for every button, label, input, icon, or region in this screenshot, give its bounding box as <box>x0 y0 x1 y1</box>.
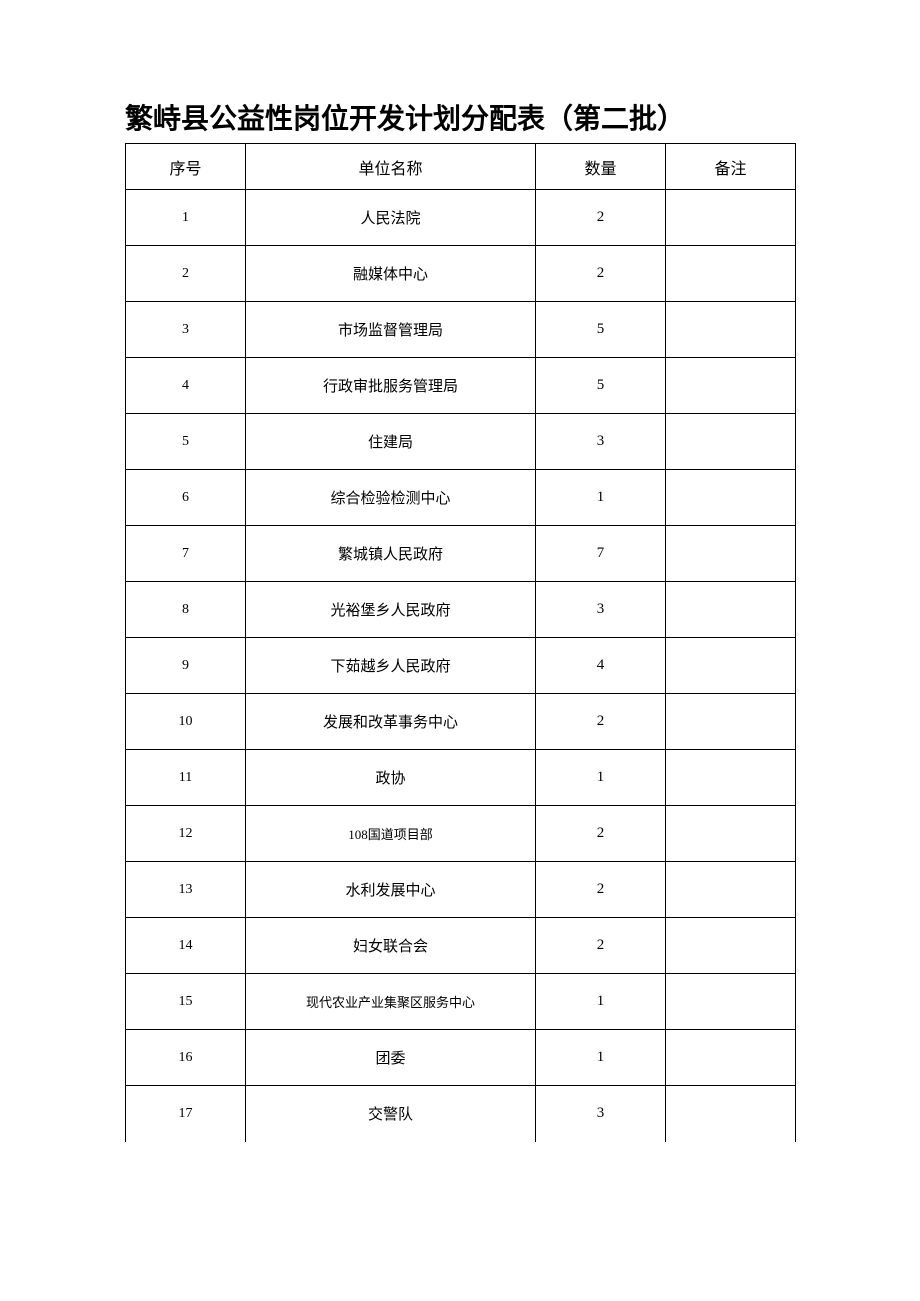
table-row: 8 光裕堡乡人民政府 3 <box>126 582 796 638</box>
cell-seq: 14 <box>126 918 246 974</box>
cell-qty: 5 <box>536 358 666 414</box>
cell-qty: 2 <box>536 862 666 918</box>
cell-seq: 10 <box>126 694 246 750</box>
cell-note <box>666 806 796 862</box>
cell-name: 光裕堡乡人民政府 <box>246 582 536 638</box>
cell-note <box>666 750 796 806</box>
table-row: 9 下茹越乡人民政府 4 <box>126 638 796 694</box>
cell-qty: 1 <box>536 750 666 806</box>
cell-seq: 13 <box>126 862 246 918</box>
cell-note <box>666 694 796 750</box>
cell-name: 发展和改革事务中心 <box>246 694 536 750</box>
table-row: 2 融媒体中心 2 <box>126 246 796 302</box>
cell-name: 现代农业产业集聚区服务中心 <box>246 974 536 1030</box>
cell-seq: 9 <box>126 638 246 694</box>
cell-seq: 2 <box>126 246 246 302</box>
cell-name: 下茹越乡人民政府 <box>246 638 536 694</box>
cell-name: 团委 <box>246 1030 536 1086</box>
cell-seq: 6 <box>126 470 246 526</box>
cell-seq: 4 <box>126 358 246 414</box>
cell-name: 108国道项目部 <box>246 806 536 862</box>
header-qty: 数量 <box>536 144 666 190</box>
cell-seq: 12 <box>126 806 246 862</box>
cell-note <box>666 582 796 638</box>
cell-qty: 3 <box>536 582 666 638</box>
cell-seq: 7 <box>126 526 246 582</box>
cell-name: 综合检验检测中心 <box>246 470 536 526</box>
cell-name: 融媒体中心 <box>246 246 536 302</box>
cell-seq: 5 <box>126 414 246 470</box>
cell-note <box>666 358 796 414</box>
cell-seq: 11 <box>126 750 246 806</box>
table-row: 5 住建局 3 <box>126 414 796 470</box>
cell-name: 交警队 <box>246 1086 536 1142</box>
cell-note <box>666 246 796 302</box>
table-row: 16 团委 1 <box>126 1030 796 1086</box>
table-body: 1 人民法院 2 2 融媒体中心 2 3 市场监督管理局 5 4 行政审批服务管… <box>126 190 796 1142</box>
table-row: 15 现代农业产业集聚区服务中心 1 <box>126 974 796 1030</box>
cell-qty: 4 <box>536 638 666 694</box>
cell-note <box>666 974 796 1030</box>
table-row: 3 市场监督管理局 5 <box>126 302 796 358</box>
table-row: 13 水利发展中心 2 <box>126 862 796 918</box>
cell-qty: 3 <box>536 1086 666 1142</box>
cell-name: 市场监督管理局 <box>246 302 536 358</box>
cell-name: 行政审批服务管理局 <box>246 358 536 414</box>
cell-seq: 15 <box>126 974 246 1030</box>
cell-seq: 8 <box>126 582 246 638</box>
table-row: 4 行政审批服务管理局 5 <box>126 358 796 414</box>
cell-note <box>666 1030 796 1086</box>
cell-qty: 5 <box>536 302 666 358</box>
cell-note <box>666 1086 796 1142</box>
table-header-row: 序号 单位名称 数量 备注 <box>126 144 796 190</box>
allocation-table: 序号 单位名称 数量 备注 1 人民法院 2 2 融媒体中心 2 3 市场监督管… <box>125 143 796 1142</box>
cell-note <box>666 190 796 246</box>
header-name: 单位名称 <box>246 144 536 190</box>
table-row: 10 发展和改革事务中心 2 <box>126 694 796 750</box>
cell-qty: 1 <box>536 1030 666 1086</box>
table-row: 6 综合检验检测中心 1 <box>126 470 796 526</box>
cell-qty: 2 <box>536 918 666 974</box>
cell-seq: 16 <box>126 1030 246 1086</box>
cell-seq: 17 <box>126 1086 246 1142</box>
cell-name: 人民法院 <box>246 190 536 246</box>
cell-qty: 2 <box>536 246 666 302</box>
cell-note <box>666 638 796 694</box>
cell-qty: 1 <box>536 974 666 1030</box>
cell-qty: 1 <box>536 470 666 526</box>
table-row: 7 繁城镇人民政府 7 <box>126 526 796 582</box>
cell-seq: 1 <box>126 190 246 246</box>
table-row: 17 交警队 3 <box>126 1086 796 1142</box>
cell-name: 政协 <box>246 750 536 806</box>
cell-name: 妇女联合会 <box>246 918 536 974</box>
header-seq: 序号 <box>126 144 246 190</box>
cell-qty: 2 <box>536 190 666 246</box>
cell-qty: 3 <box>536 414 666 470</box>
header-note: 备注 <box>666 144 796 190</box>
cell-note <box>666 862 796 918</box>
page-title: 繁峙县公益性岗位开发计划分配表（第二批） <box>125 100 795 139</box>
cell-note <box>666 302 796 358</box>
cell-note <box>666 414 796 470</box>
cell-name: 水利发展中心 <box>246 862 536 918</box>
cell-qty: 2 <box>536 694 666 750</box>
cell-note <box>666 470 796 526</box>
cell-seq: 3 <box>126 302 246 358</box>
cell-name: 繁城镇人民政府 <box>246 526 536 582</box>
cell-qty: 2 <box>536 806 666 862</box>
cell-name: 住建局 <box>246 414 536 470</box>
table-row: 14 妇女联合会 2 <box>126 918 796 974</box>
cell-note <box>666 526 796 582</box>
cell-note <box>666 918 796 974</box>
cell-qty: 7 <box>536 526 666 582</box>
table-row: 1 人民法院 2 <box>126 190 796 246</box>
table-row: 12 108国道项目部 2 <box>126 806 796 862</box>
table-row: 11 政协 1 <box>126 750 796 806</box>
